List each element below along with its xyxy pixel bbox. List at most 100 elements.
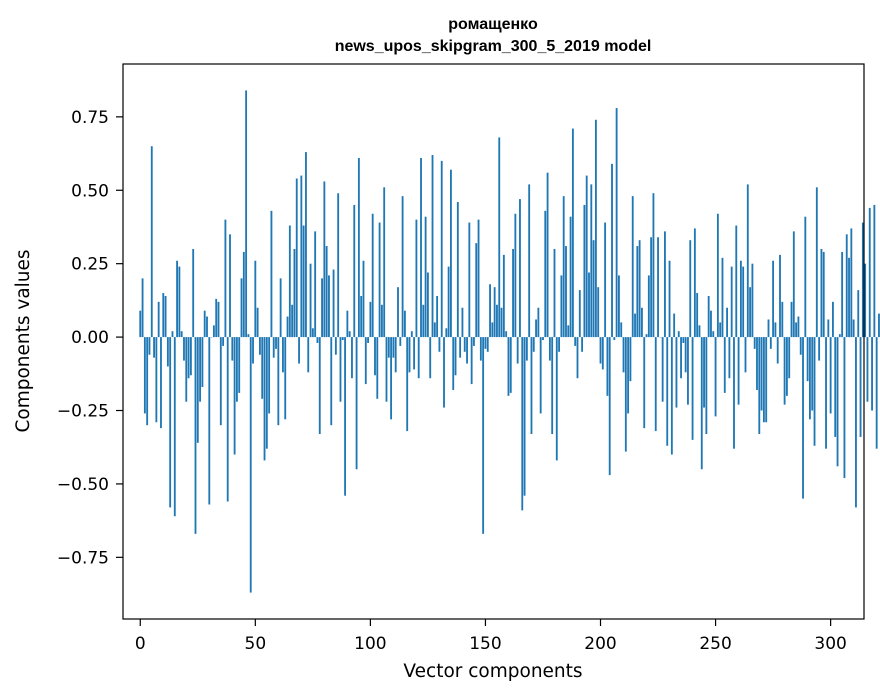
bar-component-123: [422, 304, 425, 338]
bar-component-112: [397, 287, 399, 338]
bar-component-24: [194, 337, 197, 534]
bar-component-8: [157, 301, 160, 338]
bar-component-261: [739, 260, 742, 338]
bar-component-315: [864, 263, 867, 338]
bar-component-239: [689, 240, 692, 338]
bar-component-41: [233, 337, 236, 455]
bar-component-191: [578, 290, 581, 338]
bar-component-82: [328, 275, 330, 338]
bar-component-207: [615, 108, 618, 338]
bar-component-9: [160, 337, 162, 429]
bar-component-280: [783, 337, 786, 405]
x-axis-label: Vector components: [403, 661, 582, 682]
bar-component-11: [164, 295, 167, 338]
bar-component-139: [459, 337, 462, 358]
bars-group: [139, 90, 880, 593]
bar-component-26: [199, 337, 202, 402]
bar-component-291: [809, 337, 811, 420]
bar-component-92: [351, 337, 353, 379]
bar-component-117: [408, 337, 411, 373]
bar-component-152: [489, 284, 491, 338]
bar-component-299: [827, 319, 830, 338]
bar-component-36: [222, 337, 225, 346]
bar-component-17: [178, 266, 181, 338]
bar-component-319: [873, 204, 876, 338]
bar-component-105: [380, 304, 383, 338]
bar-component-262: [742, 266, 745, 338]
bar-component-184: [562, 196, 565, 338]
bar-component-134: [447, 266, 450, 338]
bar-component-150: [484, 337, 487, 349]
y-tick-label: 0.50: [71, 181, 109, 201]
bar-component-126: [429, 337, 432, 379]
bar-component-264: [746, 184, 749, 338]
bar-component-63: [284, 337, 287, 420]
bar-component-88: [341, 337, 344, 341]
bar-component-22: [189, 337, 192, 376]
bar-component-321: [878, 313, 880, 338]
bar-component-7: [155, 337, 158, 423]
bar-component-136: [452, 337, 455, 390]
bar-component-49: [252, 337, 254, 364]
bar-component-70: [300, 175, 303, 338]
bar-component-287: [799, 337, 802, 355]
bar-component-99: [367, 337, 369, 343]
bar-component-132: [443, 337, 445, 408]
bar-component-236: [682, 337, 685, 343]
bar-component-252: [719, 322, 722, 338]
bar-component-172: [535, 319, 537, 338]
bar-component-311: [855, 337, 857, 508]
bar-component-145: [473, 337, 475, 346]
bar-component-320: [875, 337, 878, 449]
bar-component-157: [500, 307, 503, 338]
bar-component-220: [645, 334, 648, 338]
bar-component-159: [505, 331, 508, 338]
bar-component-141: [463, 337, 466, 352]
bar-component-208: [618, 275, 620, 338]
bar-component-244: [700, 337, 703, 470]
x-tick-label: 50: [245, 634, 267, 654]
bar-component-271: [762, 337, 765, 423]
bar-component-64: [286, 316, 289, 338]
x-tick-label: 300: [814, 634, 846, 654]
bar-component-237: [684, 337, 687, 373]
bar-component-153: [491, 322, 494, 338]
bar-component-243: [698, 325, 701, 338]
bar-component-263: [744, 337, 747, 373]
bar-component-215: [634, 313, 636, 338]
bar-component-148: [479, 337, 482, 361]
y-tick-label: 0.25: [71, 255, 109, 275]
bar-component-234: [677, 331, 680, 338]
bar-component-307: [845, 234, 848, 338]
bar-component-254: [723, 337, 726, 393]
bar-component-54: [263, 337, 266, 461]
bar-component-232: [673, 313, 676, 338]
bar-component-227: [661, 337, 664, 402]
bar-component-198: [594, 119, 597, 338]
chart-title-line-2: news_upos_skipgram_300_5_2019 model: [335, 38, 652, 55]
bar-component-293: [813, 337, 816, 446]
bar-component-51: [256, 307, 259, 338]
y-tick-label: −0.25: [57, 402, 109, 422]
bar-component-167: [523, 337, 526, 496]
x-tick-label: 250: [699, 634, 731, 654]
bar-component-23: [192, 249, 195, 338]
bar-component-151: [486, 337, 489, 352]
bar-component-46: [245, 90, 248, 338]
bar-component-238: [687, 337, 689, 405]
bar-component-268: [756, 337, 758, 390]
y-tick-label: 0.75: [71, 108, 109, 128]
bar-component-85: [334, 337, 337, 355]
bar-component-253: [721, 257, 724, 338]
bar-component-212: [627, 337, 630, 414]
bar-component-60: [277, 337, 280, 426]
bar-component-142: [466, 337, 468, 364]
bar-component-116: [406, 337, 409, 432]
bar-component-140: [461, 307, 464, 338]
plot-frame: [122, 63, 865, 620]
bar-component-27: [201, 337, 204, 388]
bar-component-15: [173, 337, 176, 517]
bar-component-33: [215, 298, 218, 338]
bar-component-32: [212, 325, 215, 338]
bar-component-224: [654, 337, 657, 432]
